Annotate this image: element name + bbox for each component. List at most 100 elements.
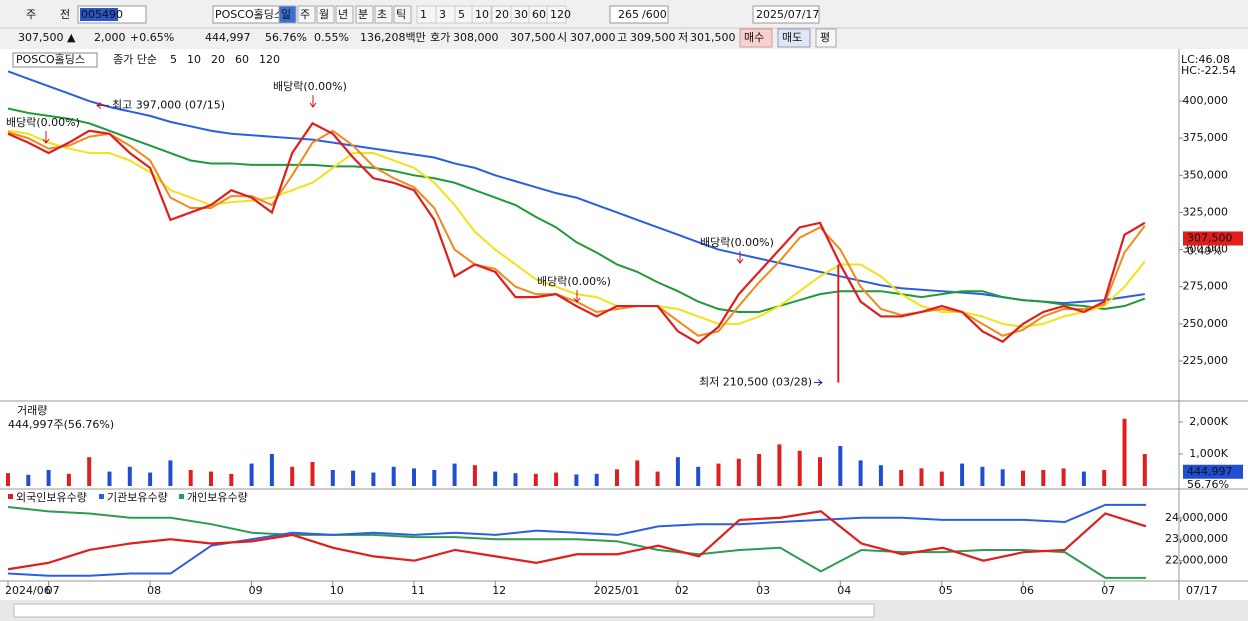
interval-button-label[interactable]: 1 (420, 8, 427, 21)
volume-bar (66, 473, 71, 486)
info-open-label: 시 (557, 31, 567, 44)
legend-entry: 기관보유수량 (107, 491, 168, 504)
last-price-label: 307,500 (1187, 231, 1233, 244)
x-tick-label: 2024/06 (5, 584, 51, 597)
volume-bar (919, 468, 924, 486)
volume-bar (513, 473, 518, 486)
info-ask: 308,000 (453, 31, 499, 44)
mode-button[interactable]: 주 (26, 8, 36, 21)
volume-bar (87, 457, 92, 486)
period-button[interactable] (355, 5, 374, 24)
period-button[interactable] (335, 5, 354, 24)
high-annotation: 최고 397,000 (07/15) (112, 99, 225, 112)
period-button[interactable] (297, 5, 316, 24)
volume-bar (615, 469, 619, 486)
interval-button-label[interactable]: 10 (475, 8, 489, 21)
info-vol-ratio: 56.76% (265, 31, 307, 44)
mode-button[interactable]: 전 (60, 8, 70, 21)
volume-bar (797, 450, 802, 486)
period-button[interactable] (393, 5, 412, 24)
volume-bar (675, 457, 680, 486)
period-button[interactable] (278, 5, 297, 24)
volume-last-label: 444,997 (1187, 465, 1233, 478)
interval-button-label[interactable]: 3 (439, 8, 446, 21)
volume-bar (209, 471, 213, 486)
interval-button[interactable] (471, 5, 492, 24)
y-tick-label: 24,000,000 (1165, 511, 1228, 524)
low-annotation: 최저 210,500 (03/28) (699, 376, 812, 389)
interval-button-label[interactable]: 5 (458, 8, 465, 21)
interval-button-label[interactable]: 30 (514, 8, 528, 21)
buy-button-label[interactable]: 매수 (744, 31, 764, 44)
series-line (7, 503, 1146, 577)
avg-button[interactable] (815, 28, 837, 48)
volume-bar (1021, 470, 1025, 486)
volume-bar (290, 466, 295, 486)
period-button-label[interactable]: 일 (281, 7, 291, 21)
volume-bar (472, 465, 477, 486)
x-tick-label: 10 (330, 584, 344, 597)
info-change-sign: ▲ (67, 31, 76, 44)
interval-button-label[interactable]: 60 (532, 8, 546, 21)
legend-entry: 60 (235, 53, 249, 66)
volume-bar (1061, 468, 1066, 486)
code-highlight (80, 8, 118, 21)
volume-bar (127, 466, 132, 486)
volume-bar (594, 473, 599, 486)
period-button-label[interactable]: 초 (377, 8, 387, 21)
avg-button-label[interactable]: 평 (820, 31, 830, 44)
dividend-arrow (309, 95, 317, 108)
info-open: 307,000 (570, 31, 616, 44)
y-tick-label: 300,000 (1183, 243, 1229, 256)
sell-button-label[interactable]: 매도 (782, 31, 802, 44)
legend-entry: 개인보유수량 (187, 491, 248, 504)
volume-bar (148, 472, 153, 486)
date-box[interactable] (752, 5, 820, 24)
x-tick-label: 07 (46, 584, 60, 597)
buy-button[interactable] (739, 28, 773, 48)
y-tick-label: 350,000 (1183, 168, 1229, 181)
stock-code[interactable]: 005490 (81, 8, 123, 21)
volume-bar (6, 473, 10, 486)
chart-area (0, 49, 1248, 600)
period-button-label[interactable]: 년 (338, 8, 348, 21)
period-button[interactable] (316, 5, 335, 24)
legend-entry: 외국인보유수량 (16, 491, 87, 504)
legend-swatch (99, 494, 104, 499)
volume-bar (1102, 469, 1107, 486)
stock-name[interactable]: POSCO홀딩스 (215, 8, 284, 21)
period-button-label[interactable]: 주 (300, 8, 310, 21)
dividend-annotation: 배당락(0.00%) (700, 236, 774, 249)
info-change: 2,000 (94, 31, 126, 44)
legend-name: POSCO홀딩스 (16, 53, 85, 66)
legend-label: 종가 단순 (113, 53, 157, 66)
volume-bar (351, 470, 356, 486)
volume-bar (249, 463, 254, 486)
period-button-label[interactable]: 월 (319, 8, 329, 21)
period-button[interactable] (374, 5, 393, 24)
x-tick-label: 12 (492, 584, 506, 597)
y-tick-label: 23,000,000 (1165, 532, 1228, 545)
volume-bar (574, 474, 579, 486)
volume-ratio-label: 56.76% (1187, 478, 1229, 491)
x-tick-label: 04 (837, 584, 851, 597)
sell-button[interactable] (777, 28, 811, 48)
count-box[interactable] (609, 5, 669, 24)
info-high-label: 고 (617, 31, 627, 44)
x-tick-label: 06 (1020, 584, 1034, 597)
scroll-thumb[interactable] (13, 603, 875, 618)
low-arrow (814, 379, 823, 386)
volume-bar (716, 463, 721, 486)
period-button-label[interactable]: 틱 (396, 8, 406, 21)
volume-bar (858, 460, 863, 486)
volume-bar (1122, 418, 1127, 486)
volume-bar (26, 474, 31, 486)
interval-button-label[interactable]: 120 (550, 8, 571, 21)
interval-button[interactable] (546, 5, 567, 24)
period-button-label[interactable]: 분 (358, 8, 368, 21)
interval-button-label[interactable]: 20 (495, 8, 509, 21)
volume-bar (1142, 453, 1147, 486)
dividend-arrow (42, 131, 50, 144)
date-input[interactable]: 2025/07/17 (756, 8, 819, 21)
count-input[interactable]: 265 (618, 8, 639, 21)
